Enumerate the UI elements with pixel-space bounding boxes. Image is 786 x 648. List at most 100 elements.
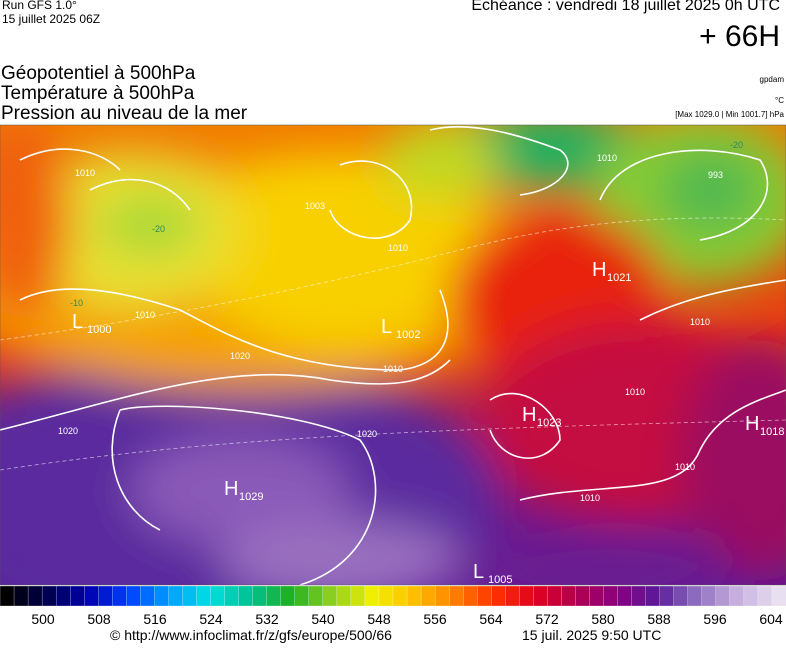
colorbar-swatch [715, 585, 731, 607]
colorbar-swatch [27, 585, 43, 607]
isotherms [0, 217, 786, 471]
colorbar-swatch [322, 585, 338, 607]
isotherm-label: -20 [730, 140, 743, 150]
pressure-symbol: L [72, 311, 83, 333]
pressure-value: 1018 [760, 426, 784, 438]
source-url: © http://www.infoclimat.fr/z/gfs/europe/… [110, 627, 392, 643]
pressure-value: 1000 [87, 324, 111, 336]
isobar-label: 1010 [383, 364, 403, 374]
valid-time: Echéance : vendredi 18 juillet 2025 0h U… [471, 0, 780, 14]
colorbar-tick-label: 524 [199, 611, 223, 627]
colorbar-swatch [378, 585, 394, 607]
map-field [0, 125, 786, 585]
colorbar-tick-label: 516 [143, 611, 167, 627]
colorbar-swatch [659, 585, 675, 607]
colorbar-swatch [743, 585, 759, 607]
colorbar-swatch [41, 585, 57, 607]
isotherm-label: -10 [70, 298, 83, 308]
unit-label: gpdam [759, 75, 784, 84]
colorbar-swatch [252, 585, 268, 607]
colorbar-tick-label: 508 [87, 611, 111, 627]
colorbar-tick-label: 604 [759, 611, 783, 627]
colorbar-swatch [266, 585, 282, 607]
colorbar-swatch [294, 585, 310, 607]
colorbar-tick-label: 588 [647, 611, 671, 627]
colorbar-tick-label: 540 [311, 611, 335, 627]
pressure-symbol: H [522, 404, 536, 426]
isobar-label: 1020 [357, 429, 377, 439]
colorbar-swatch [238, 585, 254, 607]
isobar-label: 1020 [58, 426, 78, 436]
colorbar-swatch [406, 585, 422, 607]
pressure-symbol: H [745, 413, 759, 435]
colorbar-swatch [687, 585, 703, 607]
run-date: 15 juillet 2025 06Z [2, 12, 101, 26]
colorbar-swatch [70, 585, 85, 607]
isobar-label: 1003 [305, 201, 325, 211]
pressure-value: 1029 [239, 491, 263, 503]
lead-time: + 66H [699, 20, 780, 53]
colorbar-swatch [168, 585, 184, 607]
colorbar-swatch [350, 585, 366, 607]
colorbar-swatch [420, 585, 436, 607]
colorbar-swatch [673, 585, 689, 607]
colorbar-swatch [196, 585, 212, 607]
colorbar-swatch [757, 585, 773, 607]
colorbar-swatch [519, 585, 535, 607]
colorbar-swatch [210, 585, 226, 607]
colorbar-swatch [617, 585, 633, 607]
colorbar-tick-label: 556 [423, 611, 447, 627]
isobar-label: 1010 [597, 153, 617, 163]
title: Température à 500hPa [1, 83, 195, 104]
colorbar-swatch [84, 585, 99, 607]
colorbar-swatch [729, 585, 745, 607]
colorbar-swatch [224, 585, 240, 607]
colorbar-swatch [491, 585, 506, 607]
colorbar-swatch [0, 585, 15, 607]
colorbar-tick-label: 532 [255, 611, 279, 627]
run-label: Run GFS 1.0° [2, 0, 77, 12]
pressure-symbol: L [473, 561, 484, 583]
isobar-label: 1010 [135, 310, 155, 320]
colorbar-swatch [547, 585, 563, 607]
colorbar-swatch [280, 585, 296, 607]
colorbar-swatch [140, 585, 156, 607]
isobars [0, 125, 786, 585]
colorbar-swatch [126, 585, 142, 607]
colorbar-swatch [112, 585, 127, 607]
unit-label: °C [775, 96, 784, 105]
colorbar-tick-label: 580 [591, 611, 615, 627]
title: Géopotentiel à 500hPa [1, 63, 196, 84]
isobar-label: 1010 [580, 493, 600, 503]
colorbar-swatch [561, 585, 577, 607]
colorbar-swatch [631, 585, 647, 607]
colorbar-swatch [701, 585, 717, 607]
pressure-symbol: L [381, 316, 392, 338]
isobar-label: 1010 [675, 462, 695, 472]
isobar-label: 1020 [230, 351, 250, 361]
isobar-label: 1010 [625, 387, 645, 397]
colorbar-swatch [505, 585, 520, 607]
colorbar-swatch [448, 585, 464, 607]
pressure-value: 1005 [488, 574, 512, 586]
colorbar-swatch [364, 585, 380, 607]
colorbar-swatch [477, 585, 492, 607]
colorbar-swatch [533, 585, 549, 607]
colorbar-swatch [13, 585, 29, 607]
unit-label: [Max 1029.0 | Min 1001.7] hPa [675, 110, 784, 119]
generated-time: 15 juil. 2025 9:50 UTC [522, 627, 661, 643]
pressure-value: 1002 [396, 329, 420, 341]
colorbar-swatch [154, 585, 170, 607]
colorbar-swatch [463, 585, 478, 607]
isobar-label: 993 [708, 170, 723, 180]
colorbar-swatch [645, 585, 661, 607]
colorbar-tick-label: 564 [479, 611, 503, 627]
colorbar-tick-label: 500 [31, 611, 55, 627]
colorbar-swatch [603, 585, 619, 607]
pressure-symbol: H [224, 478, 238, 500]
pressure-value: 1021 [607, 272, 631, 284]
colorbar-swatch [575, 585, 591, 607]
pressure-value: 1023 [537, 417, 561, 429]
